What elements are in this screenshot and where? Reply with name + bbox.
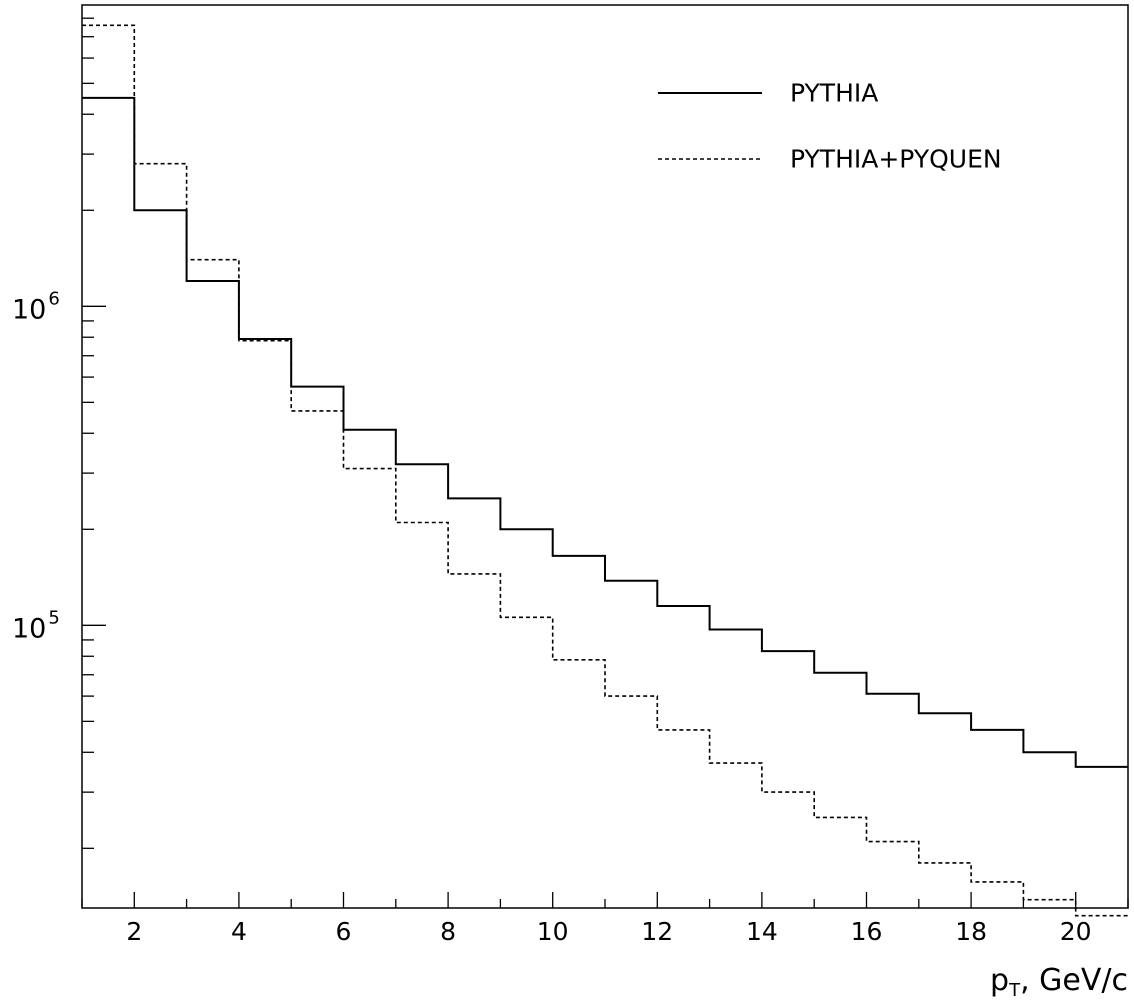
x-tick-label: 4 bbox=[231, 917, 247, 946]
x-tick-label: 18 bbox=[955, 917, 987, 946]
y-tick-label-exponent: 5 bbox=[48, 607, 59, 628]
x-tick-label: 8 bbox=[440, 917, 456, 946]
y-tick-label-exponent: 6 bbox=[48, 288, 59, 309]
y-tick-label: 10 5 bbox=[12, 607, 60, 644]
x-tick-label: 16 bbox=[851, 917, 883, 946]
x-tick-label: 14 bbox=[746, 917, 778, 946]
y-tick-label: 10 6 bbox=[12, 288, 60, 325]
x-axis-label: pT, GeV/c bbox=[990, 963, 1128, 1001]
series-group bbox=[82, 24, 1128, 917]
x-axis-label-main: p bbox=[990, 963, 1009, 998]
x-tick-label: 20 bbox=[1060, 917, 1092, 946]
series-line-0 bbox=[82, 96, 1128, 768]
x-tick-label: 2 bbox=[126, 917, 142, 946]
x-tick-label: 6 bbox=[336, 917, 352, 946]
legend-label-pythia-pyquen: PYTHIA+PYQUEN bbox=[790, 145, 1002, 174]
plot-frame bbox=[81, 4, 1129, 909]
y-tick-label-base: 10 bbox=[12, 613, 46, 644]
legend-label-pythia: PYTHIA bbox=[790, 79, 878, 108]
x-tick-label: 12 bbox=[641, 917, 673, 946]
y-tick-label-base: 10 bbox=[12, 294, 46, 325]
x-tick-label: 10 bbox=[537, 917, 569, 946]
legend: PYTHIA PYTHIA+PYQUEN bbox=[658, 79, 1002, 174]
x-axis-label-suffix: , GeV/c bbox=[1020, 963, 1128, 998]
series-line-1 bbox=[82, 24, 1128, 917]
x-axis-label-subscript: T bbox=[1008, 980, 1021, 1001]
